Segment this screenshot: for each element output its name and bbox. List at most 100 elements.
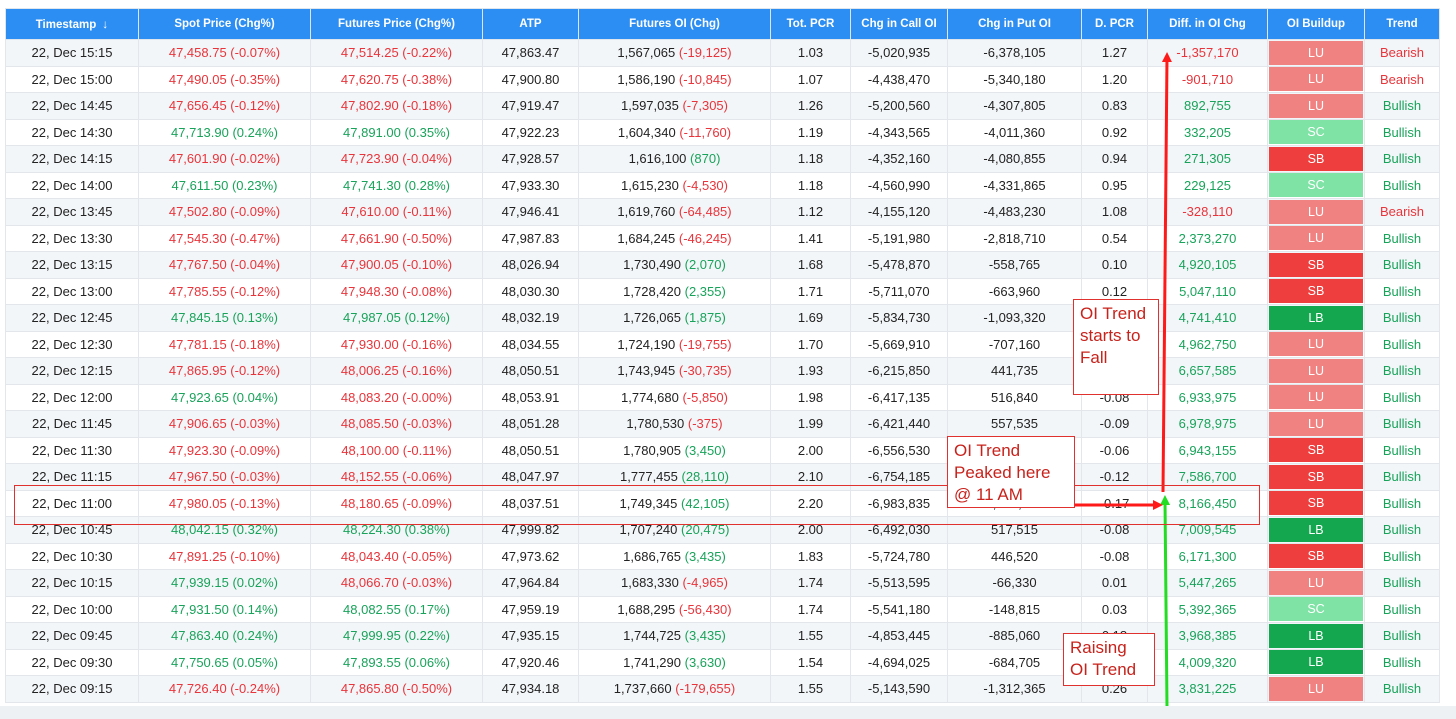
cell-d-pcr: -0.17	[1081, 489, 1148, 517]
buildup-badge: SB	[1269, 279, 1363, 304]
table-row[interactable]: 22, Dec 11:45 47,906.65 (-0.03%) 48,085.50…	[5, 410, 1440, 438]
cell-trend: Bullish	[1364, 383, 1440, 411]
cell-trend: Bullish	[1364, 330, 1440, 358]
cell-futures-price: 48,100.00 (-0.11%)	[310, 436, 483, 464]
cell-chg-put-oi: -5,340,180	[947, 65, 1082, 93]
scrollbar-track[interactable]	[0, 706, 1456, 719]
table-row[interactable]: 22, Dec 15:00 47,490.05 (-0.35%) 47,620.75…	[5, 65, 1440, 93]
cell-futures-price: 47,723.90 (-0.04%)	[310, 145, 483, 173]
cell-futures-price: 48,043.40 (-0.05%)	[310, 542, 483, 570]
col-futures-oi[interactable]: Futures OI (Chg)	[578, 8, 771, 40]
cell-futures-price: 47,514.25 (-0.22%)	[310, 39, 483, 67]
cell-chg-call-oi: -5,541,180	[850, 595, 948, 623]
cell-timestamp: 22, Dec 14:15	[5, 145, 139, 173]
cell-tot-pcr: 2.00	[770, 516, 851, 544]
cell-chg-call-oi: -6,556,530	[850, 436, 948, 464]
table-row[interactable]: 22, Dec 12:00 47,923.65 (0.04%) 48,083.20 …	[5, 383, 1440, 411]
cell-oi-buildup: SB	[1267, 145, 1365, 173]
cell-chg-put-oi: -684,705	[947, 648, 1082, 676]
table-row[interactable]: 22, Dec 13:30 47,545.30 (-0.47%) 47,661.90…	[5, 224, 1440, 252]
buildup-badge: LU	[1269, 570, 1363, 595]
cell-trend: Bearish	[1364, 65, 1440, 93]
cell-atp: 48,026.94	[482, 251, 579, 279]
table-row[interactable]: 22, Dec 09:30 47,750.65 (0.05%) 47,893.55 …	[5, 648, 1440, 676]
cell-diff-oi-chg: 4,009,320	[1147, 648, 1268, 676]
table-row[interactable]: 22, Dec 10:30 47,891.25 (-0.10%) 48,043.40…	[5, 542, 1440, 570]
cell-oi-buildup: LB	[1267, 648, 1365, 676]
cell-timestamp: 22, Dec 14:30	[5, 118, 139, 146]
col-spot-price[interactable]: Spot Price (Chg%)	[138, 8, 311, 40]
buildup-badge: SC	[1269, 597, 1363, 622]
cell-timestamp: 22, Dec 14:45	[5, 92, 139, 120]
cell-trend: Bullish	[1364, 92, 1440, 120]
col-atp[interactable]: ATP	[482, 8, 579, 40]
table-row[interactable]: 22, Dec 12:45 47,845.15 (0.13%) 47,987.05 …	[5, 304, 1440, 332]
col-oi-buildup[interactable]: OI Buildup	[1267, 8, 1365, 40]
cell-atp: 47,934.18	[482, 675, 579, 703]
table-row[interactable]: 22, Dec 15:15 47,458.75 (-0.07%) 47,514.25…	[5, 39, 1440, 67]
cell-chg-call-oi: -5,834,730	[850, 304, 948, 332]
cell-oi-buildup: LB	[1267, 622, 1365, 650]
cell-chg-call-oi: -4,155,120	[850, 198, 948, 226]
cell-futures-oi: 1,726,065 (1,875)	[578, 304, 771, 332]
table-row[interactable]: 22, Dec 12:15 47,865.95 (-0.12%) 48,006.25…	[5, 357, 1440, 385]
table-row[interactable]: 22, Dec 12:30 47,781.15 (-0.18%) 47,930.00…	[5, 330, 1440, 358]
buildup-badge: LU	[1269, 199, 1363, 224]
table-row[interactable]: 22, Dec 09:15 47,726.40 (-0.24%) 47,865.80…	[5, 675, 1440, 703]
cell-diff-oi-chg: -901,710	[1147, 65, 1268, 93]
cell-futures-price: 47,930.00 (-0.16%)	[310, 330, 483, 358]
cell-tot-pcr: 1.55	[770, 675, 851, 703]
cell-spot-price: 47,726.40 (-0.24%)	[138, 675, 311, 703]
cell-spot-price: 47,785.55 (-0.12%)	[138, 277, 311, 305]
cell-chg-call-oi: -5,478,870	[850, 251, 948, 279]
table-row[interactable]: 22, Dec 14:00 47,611.50 (0.23%) 47,741.30 …	[5, 171, 1440, 199]
col-futures-price[interactable]: Futures Price (Chg%)	[310, 8, 483, 40]
table-row[interactable]: 22, Dec 10:15 47,939.15 (0.02%) 48,066.70 …	[5, 569, 1440, 597]
cell-oi-buildup: SB	[1267, 436, 1365, 464]
table-row[interactable]: 22, Dec 10:45 48,042.15 (0.32%) 48,224.30 …	[5, 516, 1440, 544]
cell-futures-oi: 1,597,035 (-7,305)	[578, 92, 771, 120]
arrow-down-icon[interactable]: ↓	[102, 17, 109, 31]
cell-chg-call-oi: -5,669,910	[850, 330, 948, 358]
table-row[interactable]: 22, Dec 14:15 47,601.90 (-0.02%) 47,723.90…	[5, 145, 1440, 173]
cell-chg-call-oi: -4,438,470	[850, 65, 948, 93]
cell-chg-put-oi: -2,818,710	[947, 224, 1082, 252]
col-diff-oi-chg[interactable]: Diff. in OI Chg	[1147, 8, 1268, 40]
table-row[interactable]: 22, Dec 13:45 47,502.80 (-0.09%) 47,610.00…	[5, 198, 1440, 226]
table-row[interactable]: 22, Dec 14:30 47,713.90 (0.24%) 47,891.00 …	[5, 118, 1440, 146]
cell-oi-buildup: SC	[1267, 118, 1365, 146]
cell-futures-oi: 1,616,100 (870)	[578, 145, 771, 173]
cell-spot-price: 47,601.90 (-0.02%)	[138, 145, 311, 173]
cell-timestamp: 22, Dec 12:15	[5, 357, 139, 385]
cell-oi-buildup: LU	[1267, 330, 1365, 358]
cell-spot-price: 48,042.15 (0.32%)	[138, 516, 311, 544]
col-timestamp[interactable]: Timestamp ↓	[5, 8, 139, 40]
table-row[interactable]: 22, Dec 13:15 47,767.50 (-0.04%) 47,900.05…	[5, 251, 1440, 279]
table-row[interactable]: 22, Dec 14:45 47,656.45 (-0.12%) 47,802.90…	[5, 92, 1440, 120]
cell-trend: Bullish	[1364, 145, 1440, 173]
col-chg-put-oi[interactable]: Chg in Put OI	[947, 8, 1082, 40]
col-trend[interactable]: Trend	[1364, 8, 1440, 40]
col-tot-pcr[interactable]: Tot. PCR	[770, 8, 851, 40]
cell-trend: Bullish	[1364, 622, 1440, 650]
cell-chg-call-oi: -5,724,780	[850, 542, 948, 570]
cell-timestamp: 22, Dec 12:45	[5, 304, 139, 332]
table-body: 22, Dec 15:15 47,458.75 (-0.07%) 47,514.25…	[5, 39, 1440, 703]
table-row[interactable]: 22, Dec 09:45 47,863.40 (0.24%) 47,999.95 …	[5, 622, 1440, 650]
cell-oi-buildup: LU	[1267, 383, 1365, 411]
cell-chg-put-oi: -885,060	[947, 622, 1082, 650]
cell-chg-put-oi: 517,515	[947, 516, 1082, 544]
table-row[interactable]: 22, Dec 10:00 47,931.50 (0.14%) 48,082.55 …	[5, 595, 1440, 623]
table-row[interactable]: 22, Dec 11:30 47,923.30 (-0.09%) 48,100.00…	[5, 436, 1440, 464]
cell-atp: 47,920.46	[482, 648, 579, 676]
cell-futures-oi: 1,683,330 (-4,965)	[578, 569, 771, 597]
table-row[interactable]: 22, Dec 13:00 47,785.55 (-0.12%) 47,948.30…	[5, 277, 1440, 305]
cell-futures-oi: 1,615,230 (-4,530)	[578, 171, 771, 199]
cell-trend: Bullish	[1364, 277, 1440, 305]
cell-trend: Bullish	[1364, 463, 1440, 491]
col-chg-call-oi[interactable]: Chg in Call OI	[850, 8, 948, 40]
cell-tot-pcr: 1.55	[770, 622, 851, 650]
col-d-pcr[interactable]: D. PCR	[1081, 8, 1148, 40]
peak-row-highlight	[14, 485, 1260, 525]
cell-tot-pcr: 1.98	[770, 383, 851, 411]
